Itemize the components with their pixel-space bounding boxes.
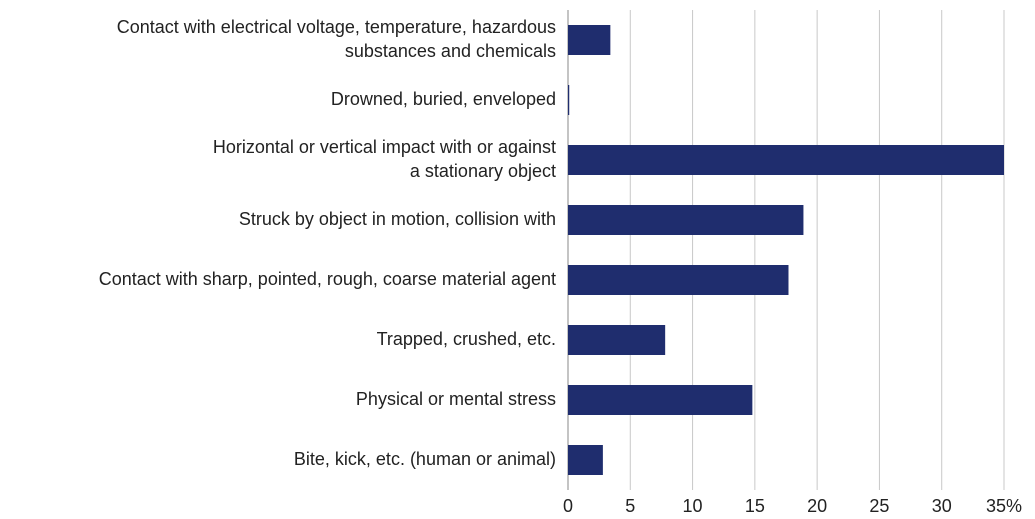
y-tick-label: Horizontal or vertical impact with or ag…	[213, 137, 556, 181]
bar	[568, 25, 611, 55]
x-tick-label: 20	[807, 496, 827, 516]
bar	[568, 385, 753, 415]
bar	[568, 265, 789, 295]
y-tick-label: Contact with sharp, pointed, rough, coar…	[99, 269, 556, 289]
x-tick-label: 15	[745, 496, 765, 516]
x-tick-label: 30	[932, 496, 952, 516]
y-tick-label: Physical or mental stress	[356, 389, 556, 409]
x-tick-label: 25	[869, 496, 889, 516]
x-tick-label: 5	[625, 496, 635, 516]
x-tick-label: 10	[683, 496, 703, 516]
bar	[568, 325, 666, 355]
bar	[568, 205, 804, 235]
y-tick-label: Drowned, buried, enveloped	[331, 89, 556, 109]
bar	[568, 445, 603, 475]
bar	[568, 85, 570, 115]
x-tick-label: 35%	[986, 496, 1022, 516]
y-tick-label: Contact with electrical voltage, tempera…	[117, 17, 556, 61]
y-tick-label: Struck by object in motion, collision wi…	[239, 209, 556, 229]
bar	[568, 145, 1004, 175]
y-tick-label: Bite, kick, etc. (human or animal)	[294, 449, 556, 469]
x-tick-label: 0	[563, 496, 573, 516]
y-tick-label: Trapped, crushed, etc.	[377, 329, 556, 349]
